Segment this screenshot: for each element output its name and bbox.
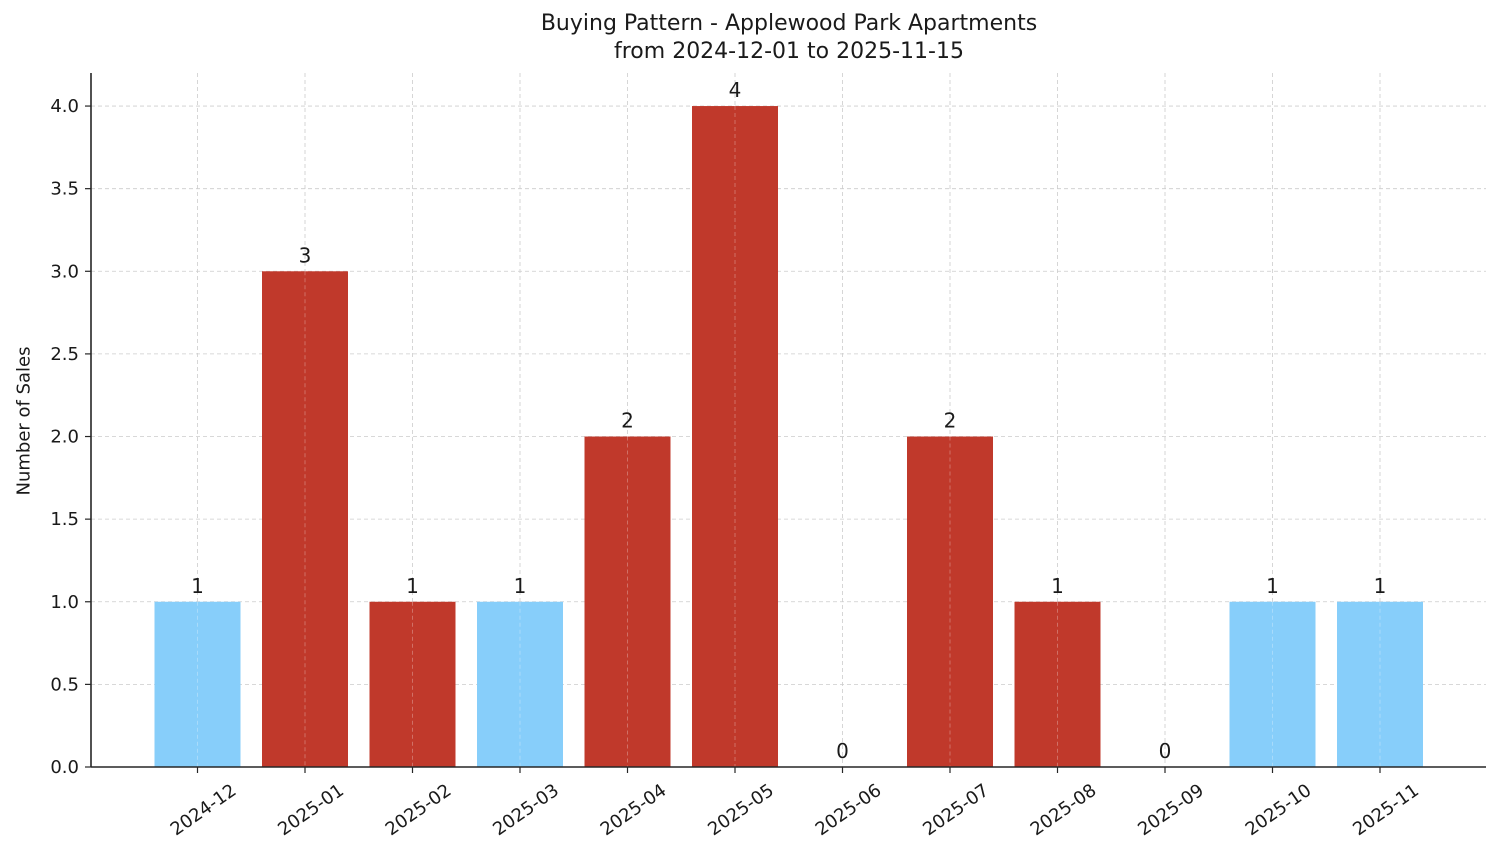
y-tick-label: 1.5 bbox=[50, 509, 79, 530]
x-tick-label: 2025-11 bbox=[1349, 780, 1423, 840]
bar-value-label: 2 bbox=[621, 409, 634, 433]
bar-2025-08 bbox=[1014, 601, 1101, 767]
chart-title-line1: Buying Pattern - Applewood Park Apartmen… bbox=[540, 11, 1038, 36]
chart-title: Buying Pattern - Applewood Park Apartmen… bbox=[0, 10, 1501, 66]
bar-2025-11 bbox=[1337, 601, 1423, 767]
x-tick-label: 2025-03 bbox=[489, 780, 563, 840]
x-tick-label: 2025-04 bbox=[597, 780, 671, 840]
x-tick-label: 2025-07 bbox=[919, 780, 993, 840]
bar-value-label: 1 bbox=[406, 574, 419, 598]
x-tick-label: 2025-01 bbox=[274, 780, 348, 840]
bar-value-label: 1 bbox=[191, 574, 204, 598]
chart-title-line2: from 2024-12-01 to 2025-11-15 bbox=[614, 39, 964, 64]
x-tick-label: 2025-06 bbox=[812, 780, 886, 840]
bar-2024-12 bbox=[154, 601, 241, 767]
y-tick-label: 4.0 bbox=[50, 96, 79, 117]
x-tick-label: 2025-02 bbox=[382, 780, 456, 840]
bar-value-label: 1 bbox=[1266, 574, 1279, 598]
y-tick-label: 3.0 bbox=[50, 261, 79, 282]
bar-2025-05 bbox=[692, 106, 778, 768]
bar-value-label: 1 bbox=[1051, 574, 1064, 598]
y-tick-label: 0.0 bbox=[50, 757, 79, 778]
y-axis-ticks: 0.0 0.5 1.0 1.5 2.0 2.5 3.0 3.5 4.0 bbox=[50, 96, 91, 778]
x-tick-label: 2024-12 bbox=[167, 780, 241, 840]
y-tick-label: 2.5 bbox=[50, 344, 79, 365]
bars bbox=[154, 106, 1423, 768]
y-tick-label: 1.0 bbox=[50, 592, 79, 613]
bar-2025-04 bbox=[584, 436, 671, 767]
bar-2025-10 bbox=[1229, 601, 1316, 767]
x-tick-label: 2025-08 bbox=[1027, 780, 1101, 840]
bar-value-label: 3 bbox=[299, 243, 312, 267]
bar-2025-02 bbox=[369, 601, 456, 767]
y-tick-label: 3.5 bbox=[50, 179, 79, 200]
bar-value-label: 0 bbox=[836, 739, 849, 763]
bar-value-label: 1 bbox=[514, 574, 527, 598]
x-tick-label: 2025-05 bbox=[704, 780, 778, 840]
x-axis-ticks: 2024-12 2025-01 2025-02 2025-03 2025-04 2025-… bbox=[167, 767, 1423, 840]
bar-2025-07 bbox=[907, 436, 993, 767]
bar-value-label: 1 bbox=[1374, 574, 1387, 598]
y-tick-label: 2.0 bbox=[50, 427, 79, 448]
bar-value-label: 2 bbox=[944, 409, 957, 433]
bar-2025-01 bbox=[262, 271, 348, 767]
bar-value-label: 0 bbox=[1159, 739, 1172, 763]
bar-value-label: 4 bbox=[729, 78, 742, 102]
y-tick-label: 0.5 bbox=[50, 674, 79, 695]
x-tick-label: 2025-09 bbox=[1134, 780, 1208, 840]
x-tick-label: 2025-10 bbox=[1242, 780, 1316, 840]
value-labels: 1 3 1 1 2 4 0 2 1 0 1 1 bbox=[191, 78, 1386, 763]
bar-2025-03 bbox=[477, 601, 563, 767]
